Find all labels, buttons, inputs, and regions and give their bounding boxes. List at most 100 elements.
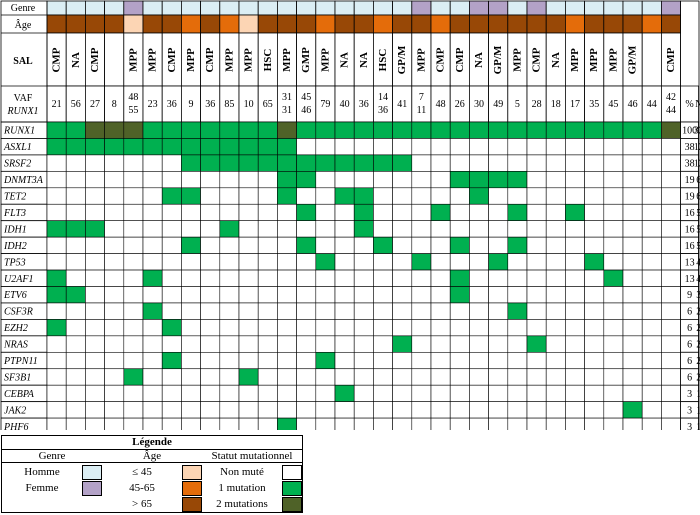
mutation-cell [603,253,624,271]
mutation-cell [488,203,509,222]
mutation-cell [65,187,86,205]
mutation-cell [200,187,221,205]
mutation-cell [104,138,125,156]
mutation-cell [526,335,547,353]
mutation-cell [142,302,163,320]
mutation-cell [200,171,221,189]
sal-label: CMP [166,47,178,72]
mutation-cell [219,138,240,156]
mutation-cell [238,351,259,370]
legend-genre-header: Genre [2,450,102,463]
genre-cell [468,0,489,16]
mutation-cell [104,302,125,320]
mutation-cell [238,253,259,271]
mutation-cell [46,351,67,370]
mutation-cell [373,187,393,205]
mutation-cell [603,302,624,320]
mutation-cell [315,319,336,337]
mutation-cell [296,319,317,337]
genre-cell [104,0,125,16]
mutation-cell [142,286,163,304]
mutation-cell [104,220,125,238]
sal-label: NA [550,52,562,68]
gene-name: TP53 [4,257,26,268]
mutation-cell [142,368,163,386]
mutation-cell [257,171,278,189]
mutation-cell [219,302,240,320]
mutation-cell [661,335,681,353]
mutation-cell [392,302,413,320]
mutation-cell [641,417,662,430]
mutation-cell [449,187,470,205]
gene-name: JAK2 [4,405,26,416]
legend-mut2-label: 2 mutations [216,498,268,510]
gene-name: DNMT3A [3,175,44,186]
mutation-cell [488,319,509,337]
mutation-cell [469,138,489,156]
gene-name: SF3B1 [4,372,31,383]
sal-row-label: SAL [13,56,33,67]
mutation-cell [641,187,662,205]
gene-name: FLT3 [3,208,26,219]
mutation-cell [257,220,278,238]
mutation-cell [411,253,432,271]
mutation-cell [123,121,144,139]
genre-cell [545,0,566,16]
mutation-cell [469,187,489,205]
vaf-value: 10 [244,99,254,110]
mutation-cell [219,368,240,386]
mutation-cell [238,236,259,254]
mutation-cell [449,351,470,370]
mutation-cell [411,220,432,238]
mutation-cell [622,302,643,320]
mutation-cell [123,351,144,370]
mutation-cell [161,302,182,320]
mutation-cell [430,220,451,238]
mutation-cell [257,121,278,139]
legend-age-gt65-label: > 65 [132,498,152,510]
mutation-cell [469,335,489,353]
legend-box: Légende Genre Âge Statut mutationnel Hom… [1,435,303,513]
mutation-cell [296,335,317,353]
mutation-cell [488,351,509,370]
mutation-cell [104,286,125,304]
mutation-cell [507,253,528,271]
sal-label: MPP [147,48,159,72]
mutation-cell [123,335,144,353]
mutation-cell [373,220,393,238]
mutation-cell [641,138,662,156]
mutation-cell [411,384,432,402]
mutation-cell [603,286,624,304]
mutation-cell [545,302,566,320]
sal-label: MPP [185,48,197,72]
legend-age-45-65-label: 45-65 [129,482,155,494]
mutation-cell [641,302,662,320]
mutation-cell [353,269,374,287]
mutation-cell [334,302,355,320]
sal-label: NA [70,52,82,68]
mutation-cell [296,138,317,156]
mutation-cell [219,351,240,370]
mutation-cell [123,384,144,402]
mutation-cell [296,269,317,287]
mutation-cell [526,138,547,156]
mutation-cell [622,368,643,386]
mutation-cell [257,302,278,320]
mutation-cell [104,319,125,337]
vaf-value: 44 [647,99,657,110]
legend-age-45-65-swatch [182,481,202,496]
genre-cell [603,0,624,16]
mutation-cell [526,187,547,205]
mutation-cell [142,417,163,430]
mutation-cell [353,368,374,386]
mutation-cell [430,286,451,304]
mutation-cell [123,401,144,419]
pct-header: % [685,99,693,110]
mutation-cell [373,286,393,304]
mutation-cell [603,401,624,419]
mutation-cell [545,187,566,205]
mutation-cell [603,236,624,254]
mutation-cell [257,286,278,304]
mutation-cell [526,269,547,287]
sal-label: GMP [300,47,312,73]
